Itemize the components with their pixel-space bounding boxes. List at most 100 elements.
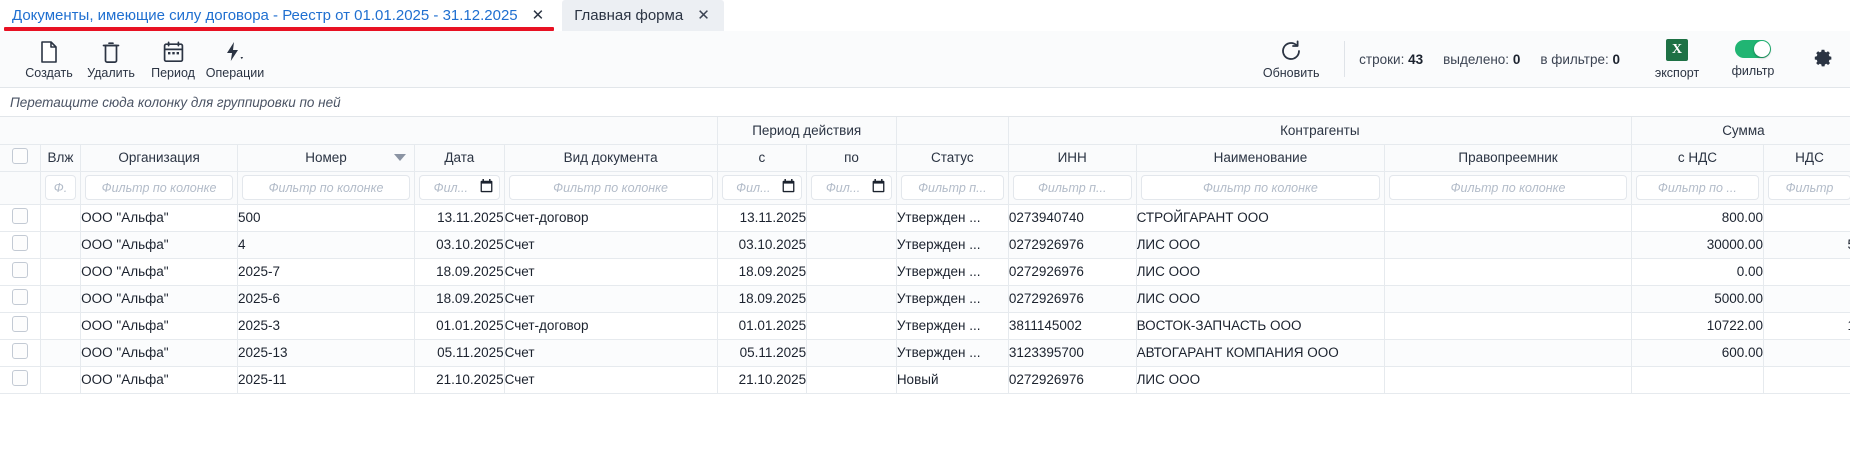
tab-close-icon[interactable]: ✕	[531, 7, 545, 24]
row-select-cell[interactable]	[0, 312, 41, 340]
column-header-to[interactable]: по	[806, 144, 897, 172]
filter-input-name[interactable]: Фильтр по колонке	[1140, 175, 1381, 200]
cell-type: Счет-договор	[504, 312, 718, 340]
filter-input-successor[interactable]: Фильтр по колонке	[1389, 175, 1627, 200]
table-row[interactable]: ООО "Альфа" 2025-11 21.10.2025 Счет 21.10.20…	[0, 366, 1850, 394]
column-header-org[interactable]: Организация	[80, 144, 238, 172]
filter-input-doctype[interactable]: Фильтр по колонке	[508, 175, 713, 200]
filter-input-with-vat[interactable]: Фильтр по ...	[1635, 175, 1759, 200]
cell-from: 18.09.2025	[717, 285, 808, 313]
column-header-vlj[interactable]: Влж	[40, 144, 82, 172]
filter-input-num[interactable]: Фильтр по колонке	[242, 175, 411, 200]
filter-cell-to[interactable]: Фил...	[806, 171, 897, 205]
row-select-cell[interactable]	[0, 339, 41, 367]
row-select-cell[interactable]	[0, 204, 41, 232]
tab-close-icon[interactable]: ✕	[697, 7, 710, 24]
filter-cell-num[interactable]: Фильтр по колонке	[237, 171, 416, 205]
filter-input-from[interactable]: Фил...	[721, 175, 803, 200]
filter-input-vlj[interactable]: Ф.	[44, 175, 77, 200]
filter-placeholder: Фил...	[736, 180, 771, 195]
cell-num: 2025-11	[237, 366, 416, 394]
filter-toggle[interactable]: фильтр	[1718, 40, 1788, 78]
select-all-header[interactable]	[0, 144, 41, 172]
counter-filtered-label: в фильтре:	[1540, 51, 1609, 67]
filter-cell-name[interactable]: Фильтр по колонке	[1136, 171, 1386, 205]
row-checkbox[interactable]	[11, 289, 28, 305]
column-header-inn[interactable]: ИНН	[1008, 144, 1137, 172]
table-row[interactable]: ООО "Альфа" 500 13.11.2025 Счет-договор 13.1…	[0, 204, 1850, 232]
filter-input-vat[interactable]: Фильтр	[1768, 175, 1850, 200]
calendar-icon[interactable]	[782, 178, 795, 196]
filter-cell-vat[interactable]: Фильтр	[1763, 171, 1850, 205]
group-drop-panel[interactable]: Перетащите сюда колонку для группировки …	[0, 88, 1850, 117]
row-checkbox[interactable]	[11, 343, 28, 359]
create-button[interactable]: Создать	[18, 39, 80, 80]
cell-type: Счет	[504, 258, 718, 286]
table-row[interactable]: ООО "Альфа" 2025-6 18.09.2025 Счет 18.09.202…	[0, 285, 1850, 313]
table-row[interactable]: ООО "Альфа" 2025-13 05.11.2025 Счет 05.11.20…	[0, 339, 1850, 367]
table-row[interactable]: ООО "Альфа" 2025-7 18.09.2025 Счет 18.09.202…	[0, 258, 1850, 286]
operations-button[interactable]: Операции	[204, 39, 266, 80]
filter-cell-org[interactable]: Фильтр по колонке	[80, 171, 238, 205]
row-select-cell[interactable]	[0, 366, 41, 394]
row-checkbox[interactable]	[11, 262, 28, 278]
calendar-icon[interactable]	[872, 178, 885, 196]
select-all-checkbox[interactable]	[11, 148, 28, 164]
column-header-name[interactable]: Наименование	[1136, 144, 1386, 172]
filter-input-to[interactable]: Фил...	[811, 175, 892, 200]
filter-cell-doctype[interactable]: Фильтр по колонке	[504, 171, 718, 205]
refresh-button[interactable]: Обновить	[1254, 38, 1328, 80]
filter-cell-successor[interactable]: Фильтр по колонке	[1384, 171, 1632, 205]
column-header-num[interactable]: Номер	[237, 144, 416, 172]
delete-button[interactable]: Удалить	[80, 39, 142, 80]
tab-registry[interactable]: Документы, имеющие силу договора - Реест…	[0, 0, 559, 31]
column-header-from[interactable]: с	[717, 144, 808, 172]
row-select-cell[interactable]	[0, 285, 41, 313]
lightning-dropdown-icon	[223, 41, 247, 63]
filter-placeholder: Фил...	[825, 180, 861, 195]
table-row[interactable]: ООО "Альфа" 2025-3 01.01.2025 Счет-договор 0…	[0, 312, 1850, 340]
cell-status: Утвержден ...	[896, 339, 1009, 367]
column-header-row: Влж Организация Номер Дата Вид документа…	[0, 144, 1850, 172]
filter-cell-vlj[interactable]: Ф.	[40, 171, 82, 205]
filter-toggle-switch[interactable]	[1735, 40, 1771, 58]
row-checkbox[interactable]	[11, 370, 28, 386]
sort-desc-icon	[394, 153, 407, 161]
period-button[interactable]: Период	[142, 39, 204, 80]
calendar-icon[interactable]	[480, 178, 493, 196]
column-header-doctype[interactable]: Вид документа	[504, 144, 718, 172]
row-checkbox[interactable]	[11, 208, 28, 224]
column-header-successor[interactable]: Правопреемник	[1384, 144, 1632, 172]
filter-cell-with-vat[interactable]: Фильтр по ...	[1631, 171, 1765, 205]
cell-nds: 1	[1763, 312, 1850, 340]
filter-input-status[interactable]: Фильтр п...	[900, 175, 1004, 200]
column-header-status[interactable]: Статус	[896, 144, 1009, 172]
tab-main-form[interactable]: Главная форма ✕	[562, 0, 724, 31]
column-header-date[interactable]: Дата	[414, 144, 505, 172]
column-header-with-vat[interactable]: с НДС	[1631, 144, 1765, 172]
filter-cell-inn[interactable]: Фильтр п...	[1008, 171, 1137, 205]
filter-input-org[interactable]: Фильтр по колонке	[85, 175, 233, 200]
row-select-cell[interactable]	[0, 258, 41, 286]
cell-from: 18.09.2025	[717, 258, 808, 286]
row-checkbox[interactable]	[11, 316, 28, 332]
filter-input-inn[interactable]: Фильтр п...	[1012, 175, 1132, 200]
cell-nds	[1763, 285, 1850, 313]
row-checkbox[interactable]	[11, 235, 28, 251]
row-select-cell[interactable]	[0, 231, 41, 259]
cell-nds	[1763, 339, 1850, 367]
cell-succ	[1384, 285, 1632, 313]
settings-button[interactable]	[1810, 45, 1834, 74]
filter-cell-from[interactable]: Фил...	[717, 171, 808, 205]
group-header-counterparties: Контрагенты	[1008, 117, 1632, 145]
cell-type: Счет	[504, 366, 718, 394]
export-button[interactable]: X экспорт	[1642, 38, 1712, 80]
filter-cell-status[interactable]: Фильтр п...	[896, 171, 1009, 205]
table-row[interactable]: ООО "Альфа" 4 03.10.2025 Счет 03.10.2025 Утве…	[0, 231, 1850, 259]
column-header-vat[interactable]: НДС	[1763, 144, 1850, 172]
document-icon	[39, 40, 59, 63]
filter-input-date[interactable]: Фил...	[419, 175, 500, 200]
filter-cell-date[interactable]: Фил...	[414, 171, 505, 205]
cell-type: Счет-договор	[504, 204, 718, 232]
